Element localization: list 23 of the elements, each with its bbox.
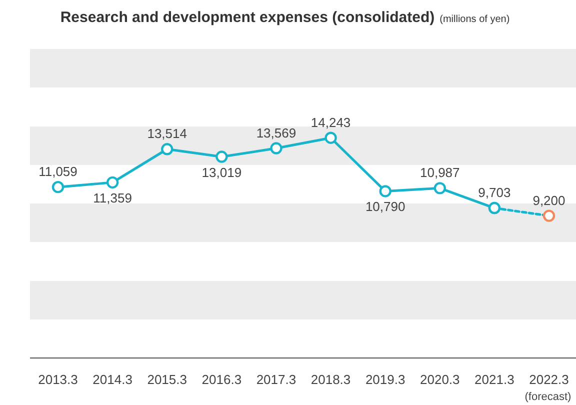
data-label: 9,200 [532,192,566,208]
x-tick-label: 2019.3 [365,372,406,387]
x-tick-label: 2021.3 [474,372,514,387]
data-label: 13,514 [147,126,187,142]
x-tick-label: 2013.3 [38,372,78,387]
x-tick-label: 2017.3 [256,372,296,387]
x-tick-label: 2015.3 [147,372,187,387]
chart-title: Research and development expenses (consolidated) [60,9,435,26]
chart-subtitle: (millions of yen) [440,14,510,25]
x-tick-label: 2022.3 [529,372,569,387]
data-label: 14,243 [310,114,351,130]
data-label: 10,790 [365,199,406,214]
x-tick-label: 2016.3 [202,372,242,387]
data-label: 13,019 [202,164,242,180]
data-label: 11,059 [38,164,78,180]
data-label: 9,703 [478,185,511,200]
x-tick-label: 2018.3 [310,372,351,387]
x-tick-label: 2020.3 [420,372,460,387]
data-label: 11,359 [93,190,132,206]
data-label: 13,569 [256,125,296,140]
text: (forecast) [524,391,572,403]
x-tick-label: 2014.3 [92,372,132,387]
data-label: 10,987 [420,165,460,180]
